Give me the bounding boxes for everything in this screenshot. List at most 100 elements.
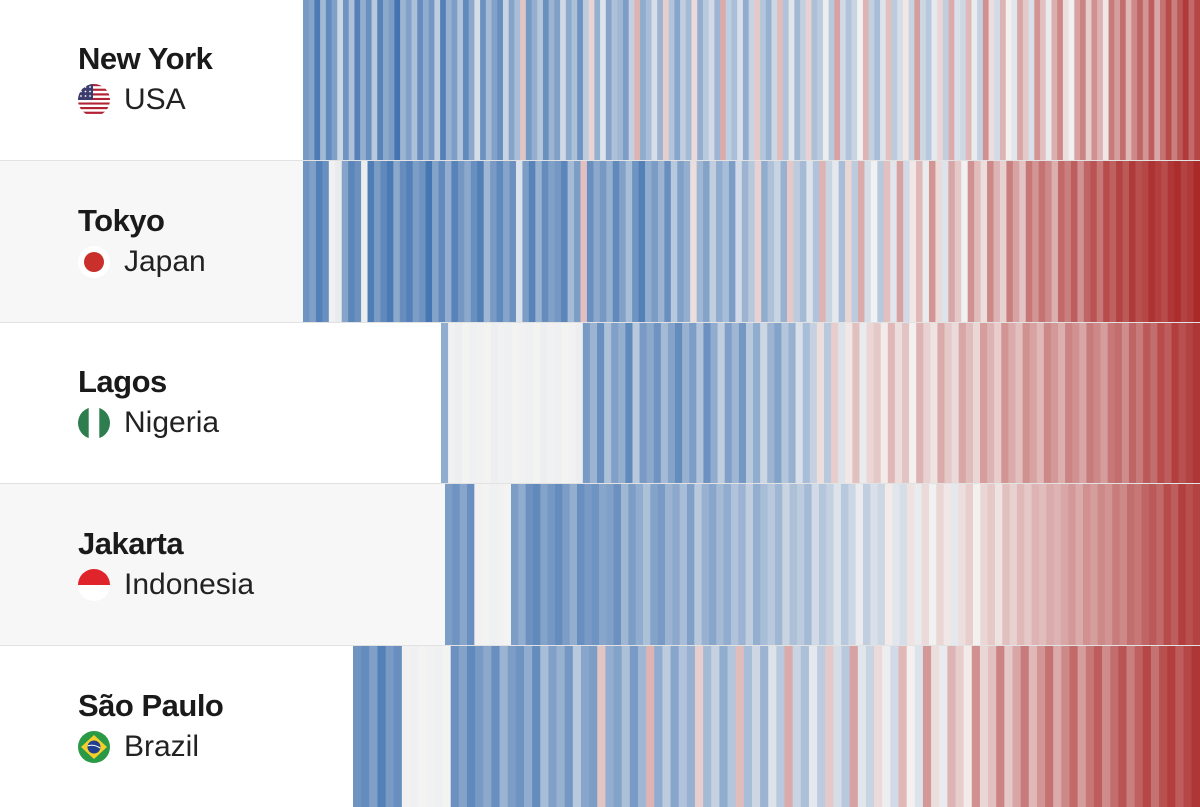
year-stripe xyxy=(503,484,512,645)
year-stripe xyxy=(902,0,910,160)
year-stripe xyxy=(877,484,886,645)
year-stripe xyxy=(675,323,683,483)
year-stripe xyxy=(743,646,753,807)
year-stripe xyxy=(522,161,530,322)
year-stripe xyxy=(320,0,327,160)
year-stripe xyxy=(514,0,521,160)
year-stripe xyxy=(1001,323,1009,483)
year-stripe xyxy=(476,323,485,483)
year-stripe xyxy=(331,0,338,160)
year-stripe xyxy=(422,0,430,160)
year-stripe xyxy=(914,0,921,160)
year-stripe xyxy=(547,323,556,483)
year-stripe xyxy=(752,484,761,645)
year-stripe xyxy=(380,161,388,322)
year-stripe xyxy=(694,646,704,807)
year-stripe xyxy=(971,646,981,807)
year-stripe xyxy=(1136,323,1144,483)
year-stripe xyxy=(916,161,924,322)
year-stripe xyxy=(1000,0,1007,160)
year-stripe xyxy=(377,0,384,160)
year-stripe xyxy=(711,646,720,807)
year-stripe xyxy=(620,484,629,645)
year-stripe xyxy=(497,323,506,483)
year-stripe xyxy=(1028,0,1035,160)
year-stripe xyxy=(531,0,538,160)
year-stripe xyxy=(483,161,491,322)
year-stripe xyxy=(526,323,534,483)
year-stripe xyxy=(909,161,917,322)
year-stripe xyxy=(1120,0,1127,160)
country-name: Brazil xyxy=(124,729,200,763)
year-stripe xyxy=(903,161,911,322)
year-stripe xyxy=(1116,161,1124,322)
year-stripe xyxy=(922,646,932,807)
year-stripe xyxy=(1036,323,1045,483)
year-stripe xyxy=(1031,484,1040,645)
year-stripe xyxy=(508,0,515,160)
year-stripe xyxy=(1177,0,1184,160)
year-stripe xyxy=(605,0,613,160)
year-stripe xyxy=(788,323,797,483)
year-stripe xyxy=(642,484,651,645)
year-stripe xyxy=(412,161,420,322)
year-stripe xyxy=(1118,646,1128,807)
japan-flag-icon xyxy=(78,245,110,278)
year-stripe xyxy=(710,323,719,483)
year-stripe xyxy=(800,646,810,807)
year-stripe xyxy=(686,484,695,645)
city-name: Tokyo xyxy=(78,202,165,238)
year-stripe xyxy=(862,0,870,160)
year-stripe xyxy=(1137,0,1144,160)
year-stripe xyxy=(885,0,893,160)
city-label: Jakarta Indonesia xyxy=(78,525,338,605)
year-stripe xyxy=(425,161,433,322)
year-stripe xyxy=(1150,323,1158,483)
year-stripe xyxy=(987,323,995,483)
year-stripe xyxy=(719,646,729,807)
year-stripe xyxy=(825,161,833,322)
year-stripe xyxy=(882,646,891,807)
year-stripe xyxy=(728,161,736,322)
year-stripe xyxy=(1070,161,1078,322)
year-stripe xyxy=(1141,161,1149,322)
year-stripe xyxy=(994,484,1003,645)
year-stripe xyxy=(723,484,732,645)
year-stripe xyxy=(967,161,975,322)
year-stripe xyxy=(874,646,883,807)
year-stripe xyxy=(448,323,456,483)
year-stripe xyxy=(1043,323,1052,483)
year-stripe xyxy=(657,0,664,160)
year-stripe xyxy=(972,484,981,645)
year-stripe xyxy=(954,161,962,322)
year-stripe xyxy=(1163,484,1172,645)
year-stripe xyxy=(832,161,840,322)
year-stripe xyxy=(650,484,659,645)
year-stripe xyxy=(635,484,644,645)
year-stripe xyxy=(533,323,541,483)
year-stripe xyxy=(883,161,891,322)
year-stripe xyxy=(1032,161,1040,322)
year-stripe xyxy=(1192,484,1200,645)
year-stripe xyxy=(458,646,468,807)
year-stripe xyxy=(994,323,1002,483)
year-stripe xyxy=(914,484,923,645)
year-stripe xyxy=(622,0,630,160)
year-stripe xyxy=(582,0,590,160)
year-stripe xyxy=(727,646,737,807)
year-stripe xyxy=(589,646,598,807)
year-stripe xyxy=(784,646,794,807)
year-stripe xyxy=(399,161,407,322)
year-stripe xyxy=(901,323,910,483)
year-stripe xyxy=(965,323,974,483)
year-stripe xyxy=(373,161,382,322)
year-stripe xyxy=(923,323,931,483)
year-stripe xyxy=(781,323,790,483)
year-stripe xyxy=(606,484,615,645)
year-stripe xyxy=(864,161,872,322)
year-stripe xyxy=(696,323,705,483)
year-stripe xyxy=(1038,484,1047,645)
year-stripe xyxy=(896,161,904,322)
year-stripe xyxy=(748,0,755,160)
